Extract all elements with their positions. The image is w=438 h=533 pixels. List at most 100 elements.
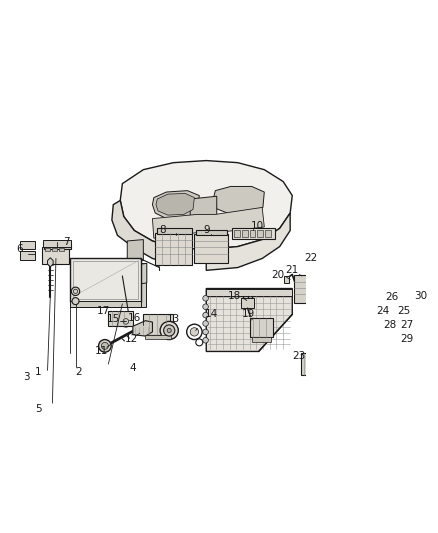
Bar <box>241 298 254 308</box>
Bar <box>52 248 57 252</box>
Text: 4: 4 <box>130 363 136 373</box>
Text: 30: 30 <box>414 290 427 301</box>
Circle shape <box>190 328 198 336</box>
Text: 11: 11 <box>95 346 108 357</box>
Text: 8: 8 <box>159 225 166 236</box>
Bar <box>232 229 276 239</box>
Circle shape <box>164 325 175 336</box>
Polygon shape <box>48 258 53 267</box>
Polygon shape <box>152 207 264 238</box>
Bar <box>388 314 408 327</box>
Bar <box>413 328 428 339</box>
Circle shape <box>420 296 433 309</box>
Bar <box>75 263 146 306</box>
Text: 24: 24 <box>377 306 390 316</box>
Bar <box>242 230 247 238</box>
Bar <box>155 232 191 265</box>
Circle shape <box>203 304 208 310</box>
Text: 20: 20 <box>272 270 285 279</box>
Text: 7: 7 <box>63 237 70 247</box>
Polygon shape <box>357 311 383 342</box>
Text: 2: 2 <box>75 367 81 377</box>
Bar <box>45 248 49 252</box>
Bar <box>250 318 273 337</box>
Circle shape <box>203 321 208 326</box>
Circle shape <box>160 321 178 340</box>
Text: 21: 21 <box>286 265 299 276</box>
Bar <box>59 248 64 252</box>
Text: 13: 13 <box>167 314 180 324</box>
Circle shape <box>203 337 208 343</box>
Text: 29: 29 <box>400 334 413 344</box>
Text: 27: 27 <box>400 320 413 330</box>
Text: 9: 9 <box>203 225 209 236</box>
Circle shape <box>71 287 80 295</box>
Bar <box>300 353 339 375</box>
Text: 23: 23 <box>293 351 306 361</box>
Text: 28: 28 <box>384 320 397 330</box>
Circle shape <box>167 328 171 333</box>
Circle shape <box>99 340 111 352</box>
Text: 25: 25 <box>398 306 411 316</box>
Polygon shape <box>311 263 383 342</box>
Text: 10: 10 <box>251 221 264 231</box>
Text: 3: 3 <box>23 373 30 382</box>
Text: 16: 16 <box>127 313 141 323</box>
Bar <box>73 261 138 299</box>
Polygon shape <box>112 200 176 265</box>
Polygon shape <box>213 187 264 214</box>
Bar <box>257 230 263 238</box>
Polygon shape <box>127 239 143 262</box>
Bar <box>409 314 427 327</box>
Polygon shape <box>156 193 194 215</box>
Bar <box>250 230 255 238</box>
Circle shape <box>203 329 208 335</box>
Bar <box>145 335 171 339</box>
Bar <box>70 301 141 306</box>
Bar <box>413 342 428 353</box>
Bar <box>265 230 271 238</box>
Text: 15: 15 <box>106 314 120 324</box>
Bar <box>44 243 71 249</box>
Text: 14: 14 <box>205 309 218 319</box>
Polygon shape <box>133 321 152 336</box>
Bar <box>399 301 414 311</box>
Polygon shape <box>206 288 292 351</box>
Text: 1: 1 <box>35 367 42 377</box>
Polygon shape <box>152 191 199 219</box>
Circle shape <box>203 312 208 318</box>
Bar <box>143 314 173 335</box>
Circle shape <box>423 299 430 306</box>
Bar <box>42 247 68 264</box>
Text: 5: 5 <box>35 404 42 414</box>
Polygon shape <box>120 160 292 249</box>
Bar <box>43 239 71 247</box>
Bar <box>395 328 409 339</box>
Bar <box>293 274 313 303</box>
Polygon shape <box>206 213 290 270</box>
Bar <box>70 259 141 302</box>
Circle shape <box>72 297 79 304</box>
Circle shape <box>120 316 131 327</box>
Polygon shape <box>115 263 147 287</box>
Circle shape <box>203 295 208 301</box>
Polygon shape <box>190 196 217 231</box>
Bar <box>157 229 192 234</box>
Text: 6: 6 <box>16 244 23 254</box>
Bar <box>20 252 35 260</box>
Bar <box>252 337 271 342</box>
Polygon shape <box>206 288 292 295</box>
Text: 18: 18 <box>228 290 241 301</box>
Text: 22: 22 <box>304 254 318 263</box>
Circle shape <box>123 319 129 324</box>
Bar <box>196 230 227 236</box>
Bar <box>284 276 290 283</box>
Text: 12: 12 <box>125 334 138 344</box>
Text: 19: 19 <box>242 309 255 319</box>
Bar <box>194 234 228 263</box>
Text: 26: 26 <box>385 292 398 302</box>
Text: 17: 17 <box>97 306 110 316</box>
Circle shape <box>101 342 108 349</box>
Bar <box>108 311 133 326</box>
Bar <box>20 241 35 249</box>
